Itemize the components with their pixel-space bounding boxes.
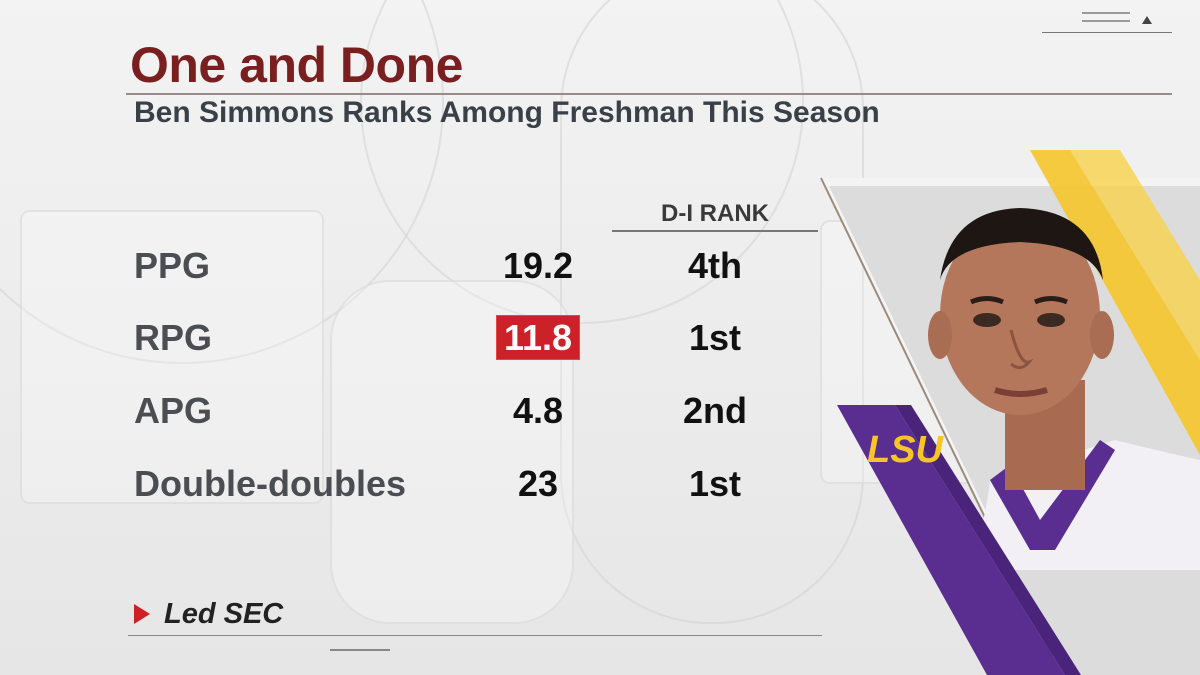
stat-row-rpg: RPG 11.8 1st xyxy=(0,315,820,367)
player-photo-panel: LSU xyxy=(815,150,1200,675)
stat-row-ppg: PPG 19.2 4th xyxy=(0,245,820,295)
stat-row-apg: APG 4.8 2nd xyxy=(0,390,820,440)
title-divider xyxy=(126,93,1172,95)
stat-rank: 4th xyxy=(688,245,742,286)
graphic-title: One and Done xyxy=(130,37,463,93)
stat-row-double-doubles: Double-doubles 23 1st xyxy=(0,463,820,513)
team-logo: LSU xyxy=(867,429,945,471)
red-triangle-icon xyxy=(134,604,150,624)
stat-label: PPG xyxy=(134,245,211,286)
stat-value: 23 xyxy=(517,463,559,504)
stat-value: 4.8 xyxy=(512,390,564,431)
player-portrait xyxy=(928,208,1200,570)
stat-label: RPG xyxy=(134,317,213,358)
graphic-subtitle: Ben Simmons Ranks Among Freshman This Se… xyxy=(134,96,880,129)
stat-value: 19.2 xyxy=(502,245,574,286)
bottom-accent-line xyxy=(330,649,390,651)
stat-rank: 1st xyxy=(688,463,742,504)
stat-rank: 2nd xyxy=(682,390,747,431)
rank-column-header: D-I RANK xyxy=(661,200,769,227)
legend-label: Led SEC xyxy=(164,598,284,630)
rank-header-divider xyxy=(612,230,818,232)
player-photo: LSU xyxy=(820,150,1200,675)
stat-value-highlighted: 11.8 xyxy=(478,315,598,360)
stat-label: Double-doubles xyxy=(134,463,406,504)
stat-rank: 1st xyxy=(688,317,742,358)
up-arrow-icon xyxy=(1142,16,1152,24)
stat-label: APG xyxy=(134,390,213,431)
bottom-divider xyxy=(128,635,822,636)
corner-indicator xyxy=(1042,10,1172,36)
